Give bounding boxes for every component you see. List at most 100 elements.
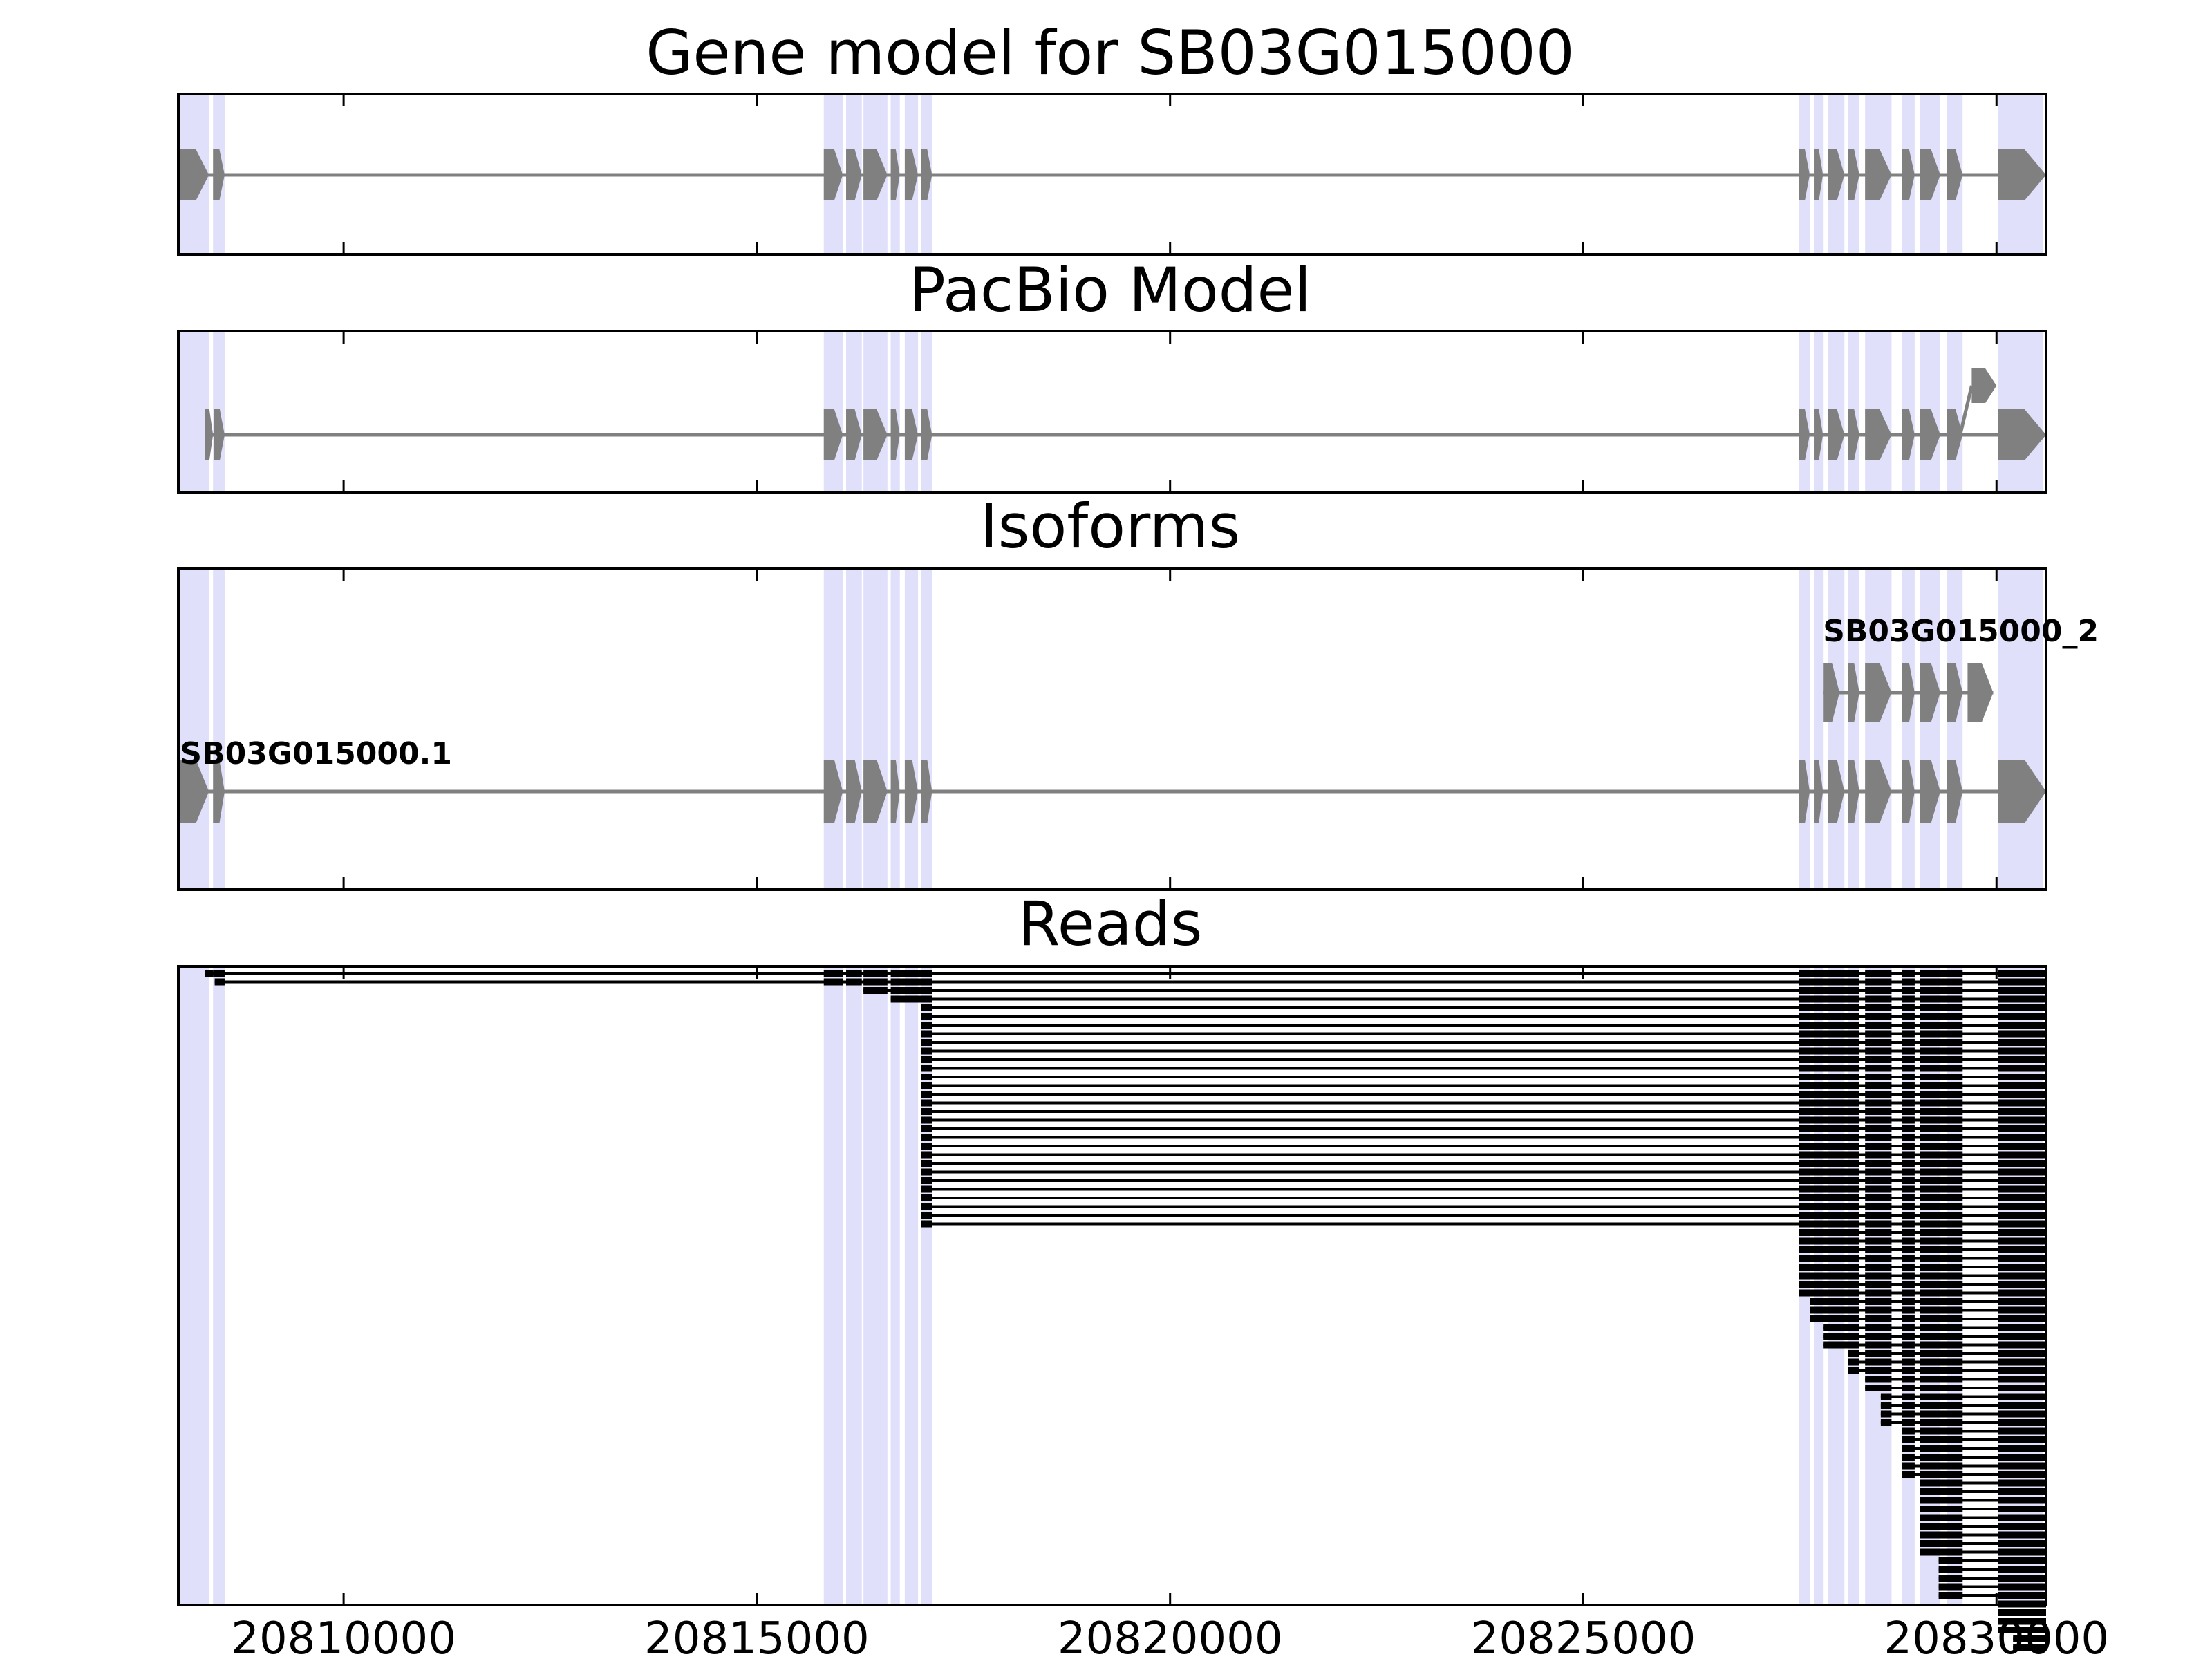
read-exon-block [1998, 1514, 2046, 1521]
read-exon-block [1920, 1471, 1963, 1478]
read-exon-block [1799, 987, 1859, 994]
read-exon-block [1902, 1385, 1915, 1391]
read-exon-block [921, 1030, 932, 1038]
read-exon-block [1998, 1523, 2046, 1530]
read-exon-block [1998, 1177, 2046, 1184]
exon-arrow [180, 149, 209, 200]
read-exon-block [921, 1168, 932, 1176]
read-exon-block [921, 1074, 932, 1080]
read-exon-block [921, 1134, 932, 1141]
read-exon-block [1865, 1350, 1892, 1357]
read-exon-block [1998, 1281, 2046, 1288]
read-exon-block [1799, 1177, 1859, 1184]
read-exon-block [1902, 1445, 1915, 1452]
read-exon-block [1998, 1350, 2046, 1357]
read-exon-block [1920, 1255, 1963, 1262]
read-exon-block [1902, 995, 1915, 1003]
exon-arrow [1848, 409, 1859, 460]
panel-gene-model: Gene model for SB03G015000 [177, 17, 2047, 256]
read-exon-block [1998, 1609, 2046, 1616]
read-exon-block [1920, 1358, 1963, 1366]
read-exon-block [1998, 1022, 2046, 1029]
read-exon-block [1920, 1548, 1963, 1556]
read-exon-block [1998, 1333, 2046, 1340]
read-exon-block [1865, 1116, 1892, 1124]
read-exon-block [1998, 1479, 2046, 1487]
read-exon-block [1799, 1099, 1859, 1107]
exon-arrow [1902, 409, 1915, 460]
read-exon-block [1920, 1306, 1963, 1314]
exon-arrow [921, 760, 932, 823]
read-exon-block [1902, 1229, 1915, 1236]
read-exon-block [1902, 1324, 1915, 1331]
read-exon-block [1799, 1246, 1859, 1253]
read-exon-block [1865, 1324, 1892, 1331]
read-exon-block [1865, 1212, 1892, 1219]
read-exon-block [1998, 1082, 2046, 1089]
read-exon-block [863, 987, 888, 994]
read-exon-block [1902, 1220, 1915, 1228]
read-exon-block [921, 1108, 932, 1115]
read-exon-block [921, 1194, 932, 1201]
read-exon-block [1823, 1341, 1859, 1349]
read-exon-block [890, 995, 932, 1003]
exon-arrow [1814, 149, 1824, 200]
read-exon-block [1902, 1013, 1915, 1020]
exon-highlight-band [890, 568, 900, 890]
read-exon-block [1902, 1341, 1915, 1349]
read-exon-block [1865, 1177, 1892, 1184]
read-exon-block [1902, 1074, 1915, 1080]
exon-arrow [823, 760, 843, 823]
panel-frame [177, 93, 2047, 256]
read-exon-block [1799, 1289, 1859, 1297]
exon-arrow [846, 149, 862, 200]
read-exon-block [1799, 1004, 1859, 1011]
read-exon-block [1920, 1212, 1963, 1219]
read-exon-block [1998, 1306, 2046, 1314]
read-exon-block [1998, 1143, 2046, 1150]
exon-arrow [1865, 149, 1892, 200]
read-exon-block [1902, 1022, 1915, 1029]
read-exon-block [1799, 1151, 1859, 1159]
read-exon-block [1920, 1246, 1963, 1253]
read-exon-block [1865, 987, 1892, 994]
read-exon-block [1920, 987, 1963, 994]
read-exon-block [1998, 1264, 2046, 1271]
read-exon-block [1865, 1134, 1892, 1141]
read-exon-block [1920, 1013, 1963, 1020]
exon-arrow [1865, 409, 1892, 460]
read-exon-block [1998, 1376, 2046, 1383]
read-exon-block [205, 970, 214, 977]
exon-arrow [1865, 760, 1892, 823]
exon-highlight-band [823, 568, 843, 890]
read-exon-block [1998, 1548, 2046, 1556]
read-exon-block [1799, 1143, 1859, 1150]
exon-highlight-band [180, 966, 209, 1605]
read-exon-block [1902, 1462, 1915, 1470]
read-exon-block [1799, 1039, 1859, 1046]
read-exon-block [1998, 1004, 2046, 1011]
read-exon-block [1865, 1367, 1892, 1374]
read-exon-block [1998, 1099, 2046, 1107]
read-exon-block [1920, 1402, 1963, 1409]
read-exon-block [1902, 1289, 1915, 1297]
isoform-label: SB03G015000_2 [1823, 614, 2099, 649]
read-exon-block [1799, 1185, 1859, 1193]
read-exon-block [1998, 1427, 2046, 1435]
read-exon-block [1865, 1289, 1892, 1297]
read-exon-block [1920, 1376, 1963, 1383]
read-exon-block [1799, 1125, 1859, 1132]
read-exon-block [863, 978, 888, 986]
exon-arrow [213, 149, 225, 200]
read-exon-block [1902, 1333, 1915, 1340]
read-exon-block [921, 1125, 932, 1132]
read-exon-block [1902, 978, 1915, 986]
read-exon-block [1880, 1410, 1892, 1418]
read-exon-block [1902, 1143, 1915, 1150]
exon-highlight-band [1920, 568, 1940, 890]
exon-arrow [205, 409, 214, 460]
read-exon-block [1920, 1298, 1963, 1305]
read-exon-block [1920, 1523, 1963, 1530]
read-exon-block [1998, 1385, 2046, 1391]
read-exon-block [1920, 1436, 1963, 1443]
